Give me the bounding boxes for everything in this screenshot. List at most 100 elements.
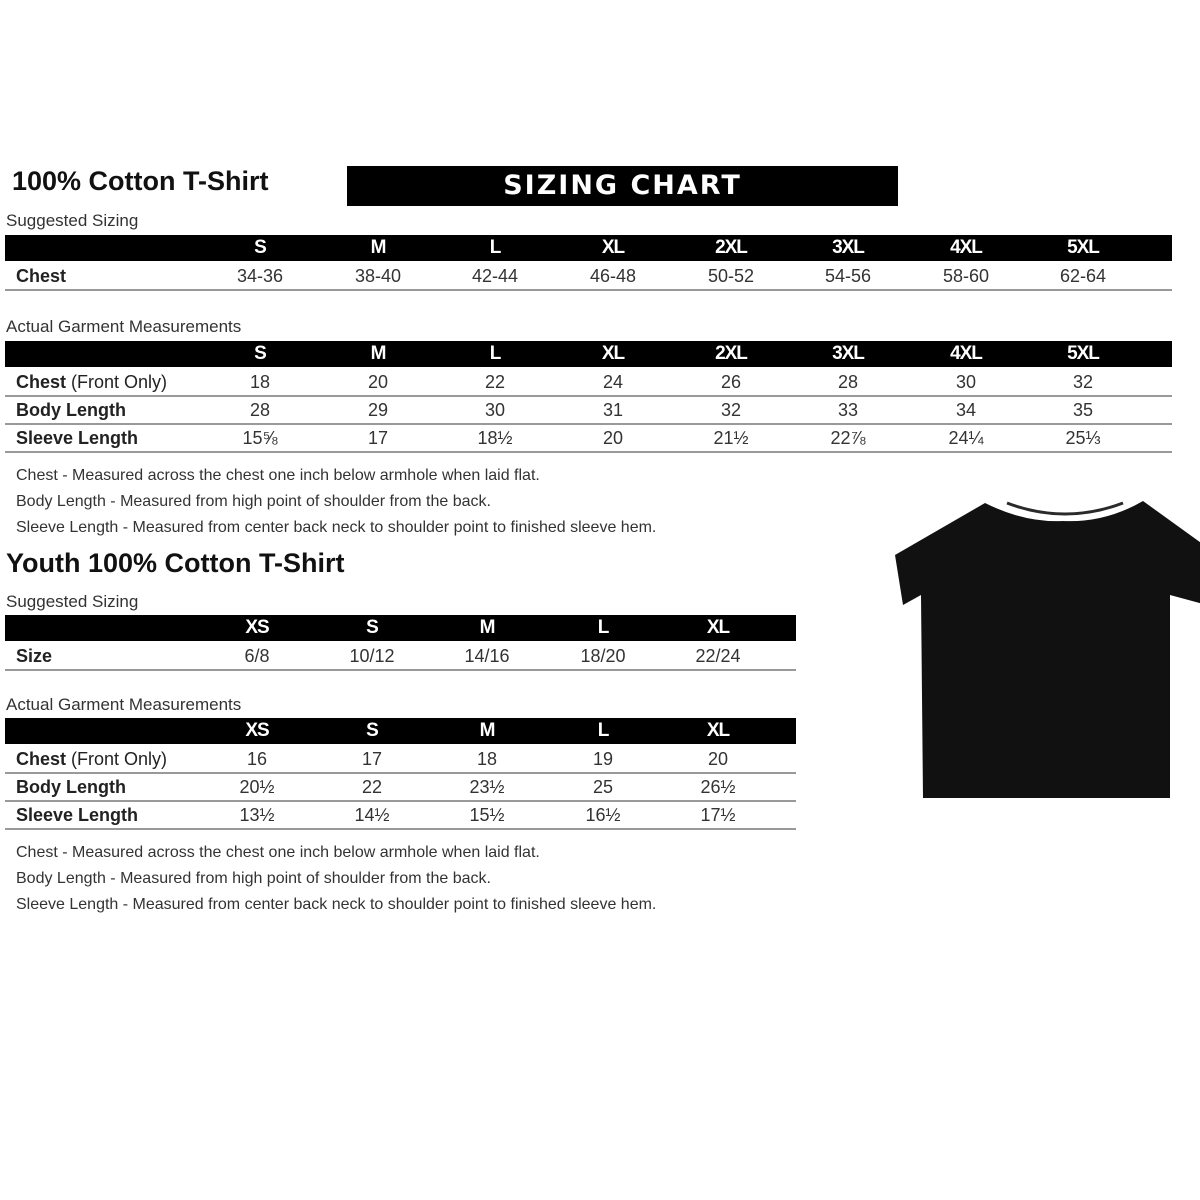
row-label-extra: (Front Only): [66, 372, 168, 392]
row-divider: [5, 423, 1172, 425]
row-divider: [5, 289, 1172, 291]
table-cell: 15⅝: [242, 428, 278, 448]
table-cell: 26½: [700, 777, 736, 797]
row-label-text: Sleeve Length: [16, 805, 139, 825]
table-cell: 24¼: [948, 428, 984, 448]
measurement-note: Chest - Measured across the chest one in…: [16, 467, 540, 484]
table-cell: 30: [484, 400, 506, 420]
table-cell: 23½: [469, 777, 505, 797]
table-cell: 10/12: [349, 646, 395, 666]
row-label-text: Chest: [16, 749, 67, 769]
table-cell: 15½: [469, 805, 505, 825]
table-cell: 33: [837, 400, 859, 420]
size-header-xs: XS: [245, 617, 269, 638]
size-header-m: M: [370, 343, 387, 364]
adult-title: 100% Cotton T-Shirt: [12, 166, 269, 196]
table-cell: 18: [249, 372, 271, 392]
row-divider: [5, 800, 796, 802]
table-cell: 34: [955, 400, 977, 420]
youth-title: Youth 100% Cotton T-Shirt: [6, 548, 345, 578]
row-label: Chest: [16, 266, 66, 287]
size-header-l: L: [597, 720, 610, 741]
size-header-s: S: [254, 237, 267, 258]
row-label-text: Chest: [16, 266, 67, 286]
size-header-l: L: [597, 617, 610, 638]
table-cell: 17: [361, 749, 383, 769]
size-header-xl: XL: [706, 720, 730, 741]
table-cell: 30: [955, 372, 977, 392]
size-header-xl: XL: [706, 617, 730, 638]
size-header-m: M: [370, 237, 387, 258]
table-cell: 28: [837, 372, 859, 392]
table-cell: 20: [602, 428, 624, 448]
table-cell: 14/16: [464, 646, 510, 666]
row-label: Body Length: [16, 777, 126, 798]
table-cell: 54-56: [824, 266, 872, 286]
size-header-s: S: [366, 617, 379, 638]
measurement-note: Body Length - Measured from high point o…: [16, 870, 491, 887]
size-header-5xl: 5XL: [1067, 237, 1100, 258]
row-divider: [5, 828, 796, 830]
table-cell: 50-52: [707, 266, 755, 286]
table-cell: 18/20: [580, 646, 626, 666]
table-cell: 25⅓: [1065, 428, 1101, 448]
table-cell: 6/8: [244, 646, 270, 666]
size-header-2xl: 2XL: [715, 237, 748, 258]
table-cell: 21½: [713, 428, 749, 448]
section-label: Actual Garment Measurements: [6, 317, 242, 336]
row-label-text: Body Length: [16, 777, 126, 797]
row-label-text: Chest: [16, 372, 67, 392]
table-cell: 25: [592, 777, 614, 797]
table-cell: 29: [367, 400, 389, 420]
row-label: Body Length: [16, 400, 126, 421]
row-label-text: Body Length: [16, 400, 126, 420]
table-cell: 32: [720, 400, 742, 420]
section-label: Suggested Sizing: [6, 211, 139, 230]
table-cell: 20: [707, 749, 729, 769]
row-label: Size: [16, 646, 52, 667]
table-cell: 22/24: [695, 646, 741, 666]
table-cell: 19: [592, 749, 614, 769]
measurement-note: Chest - Measured across the chest one in…: [16, 844, 540, 861]
tshirt-image: [895, 501, 1200, 798]
size-header-3xl: 3XL: [832, 343, 865, 364]
table-cell: 18½: [477, 428, 513, 448]
table-cell: 17½: [700, 805, 736, 825]
table-cell: 14½: [354, 805, 390, 825]
table-cell: 18: [476, 749, 498, 769]
row-label: Chest (Front Only): [16, 749, 167, 770]
size-header-3xl: 3XL: [832, 237, 865, 258]
table-cell: 22: [484, 372, 506, 392]
table-cell: 62-64: [1059, 266, 1107, 286]
table-cell: 46-48: [589, 266, 637, 286]
size-header-m: M: [479, 720, 496, 741]
table-header-bar: [5, 615, 796, 641]
table-cell: 16: [246, 749, 268, 769]
tshirt-icon: [895, 501, 1200, 798]
table-cell: 26: [720, 372, 742, 392]
table-cell: 13½: [239, 805, 275, 825]
table-cell: 58-60: [942, 266, 990, 286]
row-label: Sleeve Length: [16, 805, 138, 826]
size-header-4xl: 4XL: [950, 237, 983, 258]
table-cell: 28: [249, 400, 271, 420]
table-cell: 24: [602, 372, 624, 392]
row-divider: [5, 669, 796, 671]
row-label-text: Size: [16, 646, 53, 666]
size-header-xs: XS: [245, 720, 269, 741]
section-label: Actual Garment Measurements: [6, 695, 242, 714]
row-label: Sleeve Length: [16, 428, 138, 449]
size-header-m: M: [479, 617, 496, 638]
table-cell: 20½: [239, 777, 275, 797]
table-cell: 16½: [585, 805, 621, 825]
table-header-bar: [5, 235, 1172, 261]
table-cell: 38-40: [354, 266, 402, 286]
table-cell: 31: [602, 400, 624, 420]
table-cell: 42-44: [471, 266, 519, 286]
table-cell: 22⅞: [830, 428, 866, 448]
table-cell: 34-36: [236, 266, 284, 286]
table-cell: 35: [1072, 400, 1094, 420]
section-label: Suggested Sizing: [6, 592, 139, 611]
measurement-note: Body Length - Measured from high point o…: [16, 493, 491, 510]
